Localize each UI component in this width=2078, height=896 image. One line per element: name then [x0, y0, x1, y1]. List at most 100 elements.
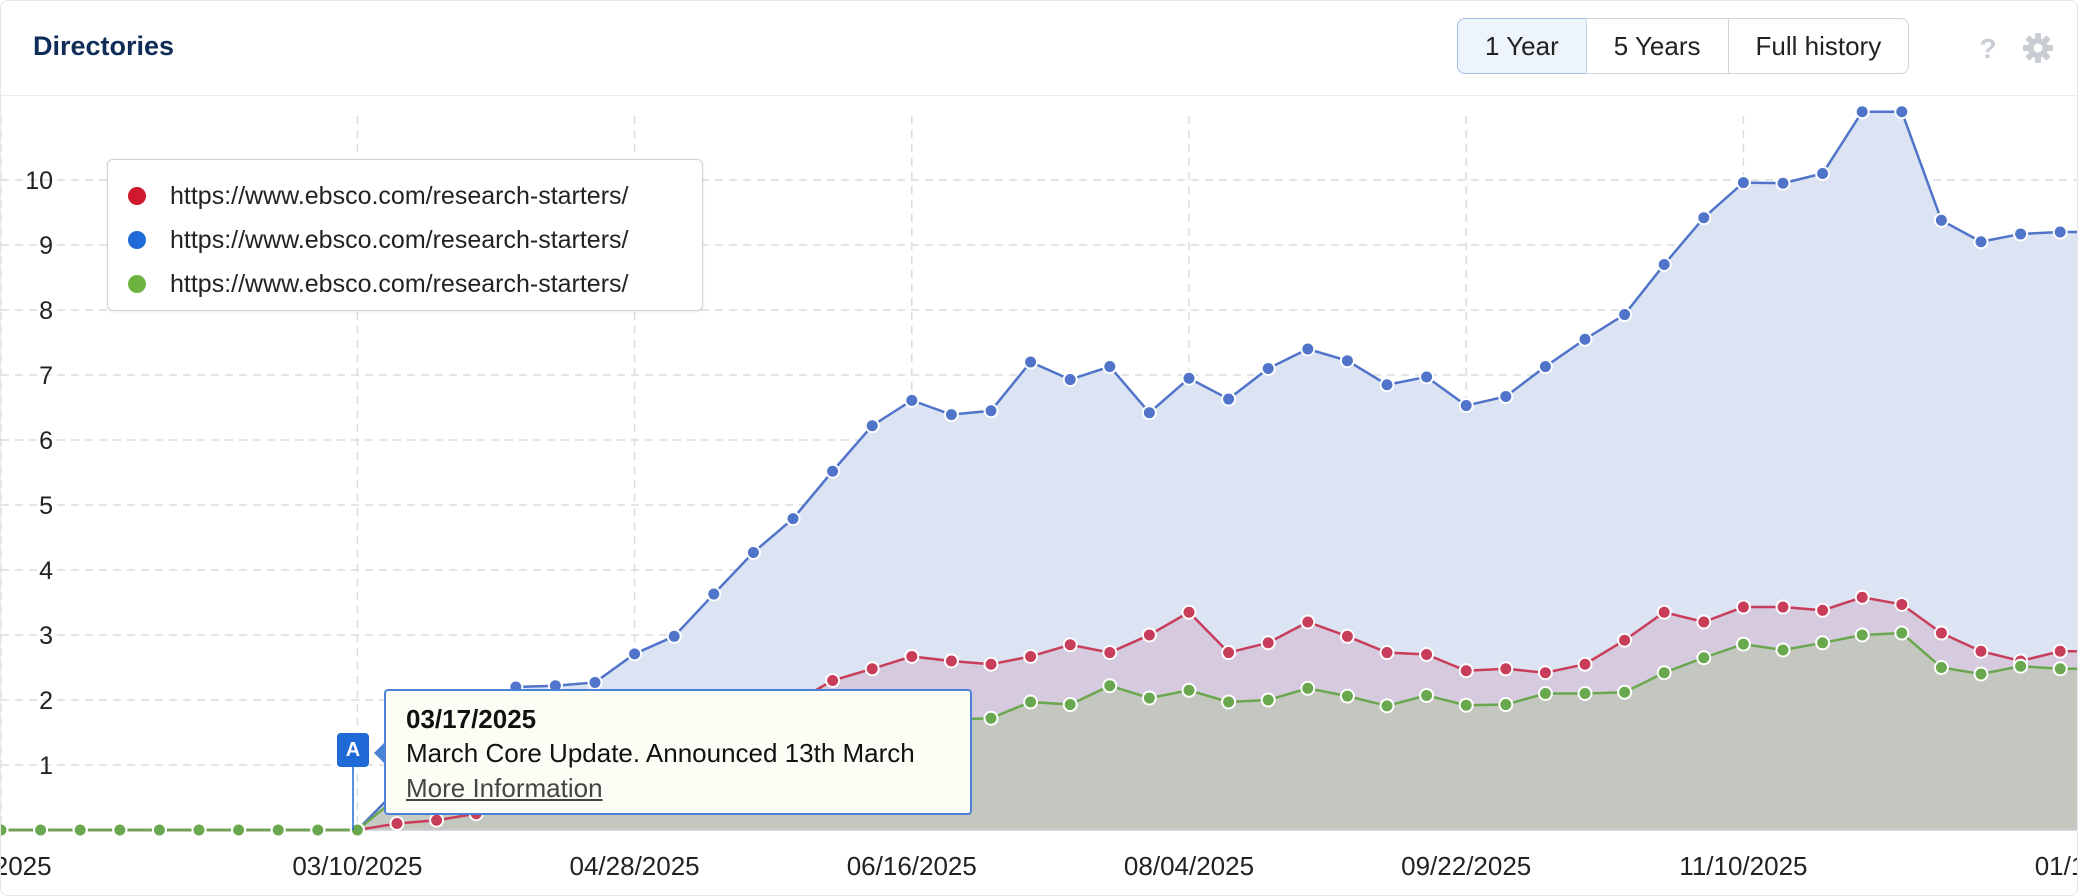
x-tick-label: 06/16/2025: [847, 851, 977, 881]
help-icon[interactable]: ?: [1971, 31, 2005, 65]
data-point: [1973, 234, 1989, 250]
data-point: [1300, 614, 1316, 630]
data-point: [1894, 625, 1910, 641]
data-point: [864, 661, 880, 677]
y-tick-label: 1: [39, 752, 53, 780]
range-full-history-button[interactable]: Full history: [1727, 18, 1910, 74]
data-point: [1023, 354, 1039, 370]
data-point: [1023, 648, 1039, 664]
y-tick-label: 7: [39, 362, 53, 390]
data-point: [1379, 377, 1395, 393]
data-point: [1339, 353, 1355, 369]
legend-item-blue[interactable]: https://www.ebsco.com/research-starters/: [128, 218, 702, 262]
data-point: [1102, 678, 1118, 694]
x-tick-label: 08/04/2025: [1124, 851, 1254, 881]
data-point: [1102, 645, 1118, 661]
data-point: [627, 646, 643, 662]
data-point: [1062, 697, 1078, 713]
data-point: [2052, 661, 2068, 677]
data-point: [1062, 637, 1078, 653]
data-point: [666, 628, 682, 644]
data-point: [1854, 589, 1870, 605]
data-point: [706, 586, 722, 602]
data-point: [1617, 684, 1633, 700]
data-point: [429, 812, 445, 828]
data-point: [1775, 642, 1791, 658]
data-point: [72, 822, 88, 838]
data-point: [2013, 226, 2029, 242]
data-point: [1735, 599, 1751, 615]
data-point: [1379, 698, 1395, 714]
data-point: [825, 673, 841, 688]
data-point: [904, 648, 920, 664]
tooltip-arrow: [374, 741, 386, 765]
data-point: [864, 418, 880, 434]
data-point: [1696, 614, 1712, 630]
data-point: [1815, 166, 1831, 181]
data-point: [1656, 665, 1672, 681]
data-point: [983, 710, 999, 726]
widget-header: Directories 1 Year 5 Years Full history …: [1, 1, 2077, 96]
data-point: [1815, 602, 1831, 618]
data-point: [1458, 663, 1474, 679]
data-point: [1141, 405, 1157, 421]
data-point: [310, 822, 326, 838]
y-tick-label: 8: [39, 297, 53, 325]
x-tick-label: 11/10/2025: [1679, 851, 1807, 881]
data-point: [1775, 175, 1791, 191]
y-tick-label: 9: [39, 232, 53, 260]
data-point: [1854, 104, 1870, 120]
data-point: [1379, 645, 1395, 661]
y-tick-label: 2: [39, 687, 53, 715]
data-point: [1894, 596, 1910, 612]
data-point: [1854, 627, 1870, 643]
data-point: [1537, 686, 1553, 701]
gear-icon[interactable]: [2021, 31, 2055, 65]
data-point: [1656, 257, 1672, 272]
data-point: [231, 822, 247, 838]
data-point: [2052, 224, 2068, 240]
data-point: [33, 822, 49, 838]
data-point: [1181, 370, 1197, 386]
data-point: [904, 392, 920, 408]
data-point: [1221, 391, 1237, 407]
help-icon-glyph: ?: [1979, 33, 1996, 64]
event-marker-a[interactable]: A: [337, 733, 369, 767]
data-point: [1260, 361, 1276, 376]
legend-dot-blue: [128, 231, 146, 249]
data-point: [1141, 690, 1157, 706]
legend-item-red[interactable]: https://www.ebsco.com/research-starters/: [128, 174, 702, 218]
data-point: [745, 544, 761, 560]
data-point: [943, 653, 959, 669]
more-information-link[interactable]: More Information: [406, 773, 603, 803]
data-point: [1419, 687, 1435, 703]
data-point: [1498, 661, 1514, 677]
data-point: [1656, 604, 1672, 620]
data-point: [151, 822, 167, 838]
data-point: [825, 463, 841, 479]
data-point: [1102, 359, 1118, 375]
data-point: [349, 822, 365, 838]
y-tick-label: 6: [39, 427, 53, 455]
data-point: [1221, 694, 1237, 710]
data-point: [1577, 656, 1593, 672]
x-tick-label: /06/2025: [1, 851, 52, 881]
data-point: [1933, 212, 1949, 228]
y-tick-label: 3: [39, 622, 53, 650]
data-point: [1458, 697, 1474, 713]
data-point: [1419, 647, 1435, 662]
range-1-year-button[interactable]: 1 Year: [1457, 18, 1587, 74]
data-point: [112, 822, 128, 838]
legend-item-green[interactable]: https://www.ebsco.com/research-starters/: [128, 262, 702, 306]
range-5-years-button[interactable]: 5 Years: [1585, 18, 1729, 74]
x-tick-label: 01/12/2026: [2035, 851, 2077, 881]
data-point: [1458, 398, 1474, 414]
data-point: [1181, 682, 1197, 698]
event-tooltip: 03/17/2025 March Core Update. Announced …: [384, 689, 972, 815]
data-point: [1933, 660, 1949, 675]
data-point: [1973, 666, 1989, 682]
data-point: [587, 674, 603, 690]
data-point: [1181, 604, 1197, 620]
chart-legend: https://www.ebsco.com/research-starters/…: [107, 159, 703, 311]
